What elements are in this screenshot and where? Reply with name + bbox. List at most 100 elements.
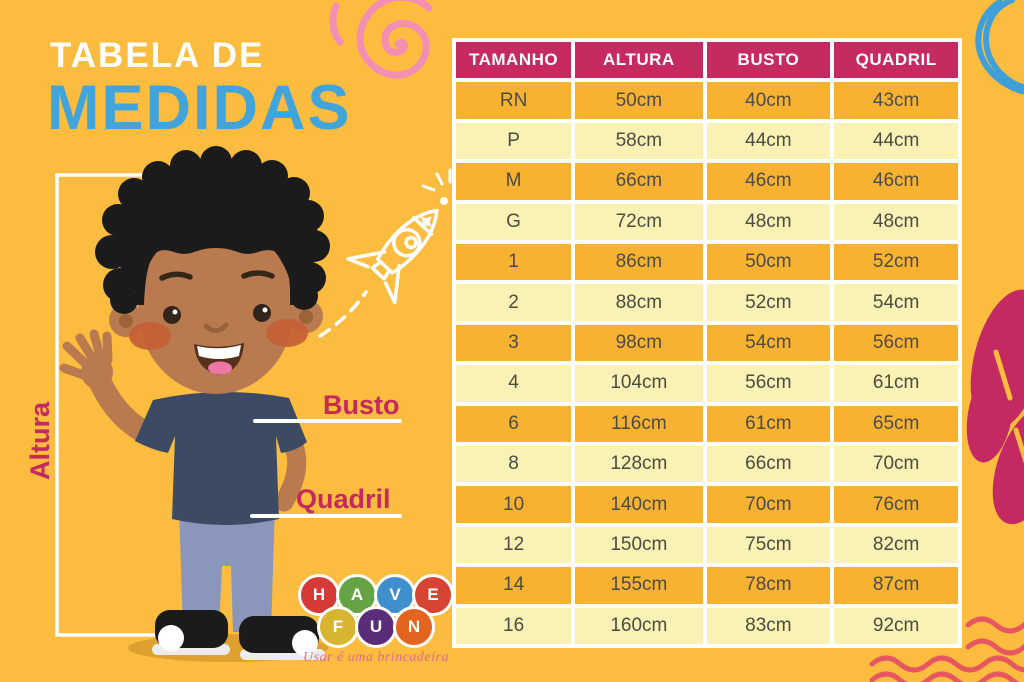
logo-letter: V [389,585,401,604]
boy-right-shoe [239,616,325,660]
logo-circle-f: F [317,606,359,648]
boy-eyebrows [159,270,275,281]
table-row: P 58cm 44cm 44cm [456,122,958,160]
boy-face [138,222,294,394]
table-cell: 12 [456,526,572,564]
table-row: 14 155cm 78cm 87cm [456,567,958,604]
table-cell: 4 [456,365,572,402]
table-cell: G [456,203,572,240]
boy-left-shoe [152,610,230,655]
table-row: M 66cm 46cm 46cm [456,163,958,200]
table-cell: 82cm [834,526,958,564]
title-line-2: MEDIDAS [47,73,352,143]
table-cell: 54cm [706,324,831,362]
table-cell: 150cm [575,526,703,564]
logo-circle-n: N [393,606,435,648]
table-cell: 66cm [575,163,703,200]
table-cell: 16 [456,607,572,644]
boy-waving-arm [59,329,162,447]
table-row: 3 98cm 54cm 56cm [456,324,958,362]
spiral-doodle [329,0,433,79]
table-header-busto: BUSTO [706,42,831,79]
height-bracket [55,173,208,637]
table-cell: 116cm [575,405,703,442]
table-cell: 44cm [834,122,958,160]
table-cell: 56cm [706,365,831,402]
logo-letter: H [312,585,326,604]
table-cell: 1 [456,244,572,281]
table-cell: 72cm [575,203,703,240]
page-title: TABELA DE MEDIDAS [47,36,352,143]
boy-nose [203,322,229,334]
table-cell: 83cm [706,607,831,644]
table-cell: 92cm [834,607,958,644]
logo-letter: E [427,585,439,604]
table-cell: 48cm [706,203,831,240]
table-cell: 52cm [834,244,958,281]
table-cell: 140cm [575,486,703,523]
table-cell: 8 [456,446,572,483]
rocket-doodle [318,168,476,338]
logo-letter: U [369,617,383,636]
title-line-1: TABELA DE [50,36,265,75]
table-cell: 160cm [575,607,703,644]
table-row: 8 128cm 66cm 70cm [456,446,958,483]
boy-head [95,146,330,394]
table-cell: 2 [456,284,572,321]
table-cell: 87cm [834,567,958,604]
table-cell: 70cm [834,446,958,483]
table-row: RN 50cm 40cm 43cm [456,82,958,119]
table-cell: 46cm [834,163,958,200]
logo-letter: N [407,617,421,636]
bust-label: Busto [323,390,400,420]
table-cell: M [456,163,572,200]
boy-mouth [194,343,244,375]
table-row: 2 88cm 52cm 54cm [456,284,958,321]
table-cell: 88cm [575,284,703,321]
table-row: 6 116cm 61cm 65cm [456,405,958,442]
table-cell: 104cm [575,365,703,402]
boy-jeans [179,505,275,632]
logo-row-1: H A V E [298,574,454,616]
logo-circle-u: U [355,606,397,648]
table-row: 12 150cm 75cm 82cm [456,526,958,564]
table-cell: 6 [456,405,572,442]
table-cell: 70cm [706,486,831,523]
table-cell: 98cm [575,324,703,362]
table-cell: RN [456,82,572,119]
table-cell: 48cm [834,203,958,240]
table-cell: 78cm [706,567,831,604]
logo-letter: F [332,617,344,636]
boy-eyes [163,304,271,324]
table-row: 1 86cm 50cm 52cm [456,244,958,281]
table-cell: 58cm [575,122,703,160]
table-cell: 54cm [834,284,958,321]
table-row: 4 104cm 56cm 61cm [456,365,958,402]
logo-letter: A [350,585,364,604]
table-cell: 61cm [706,405,831,442]
table-cell: 46cm [706,163,831,200]
logo-row-2: F U N [298,606,454,648]
table-header-row: TAMANHO ALTURA BUSTO QUADRIL [456,42,958,79]
table-cell: 128cm [575,446,703,483]
table-cell: 65cm [834,405,958,442]
waves-decoration [869,616,1024,682]
table-header-altura: ALTURA [575,42,703,79]
height-label: Altura [25,402,55,481]
circle-doodle [975,0,1024,95]
boy-shirt [135,391,307,525]
table-cell: 44cm [706,122,831,160]
table-cell: 76cm [834,486,958,523]
table-cell: 50cm [706,244,831,281]
table-cell: P [456,122,572,160]
table-row: 10 140cm 70cm 76cm [456,486,958,523]
logo-tagline: Usar é uma brincadeira [303,650,449,665]
table-cell: 10 [456,486,572,523]
table-cell: 40cm [706,82,831,119]
table-cell: 75cm [706,526,831,564]
table-cell: 50cm [575,82,703,119]
table-cell: 86cm [575,244,703,281]
table-cell: 52cm [706,284,831,321]
